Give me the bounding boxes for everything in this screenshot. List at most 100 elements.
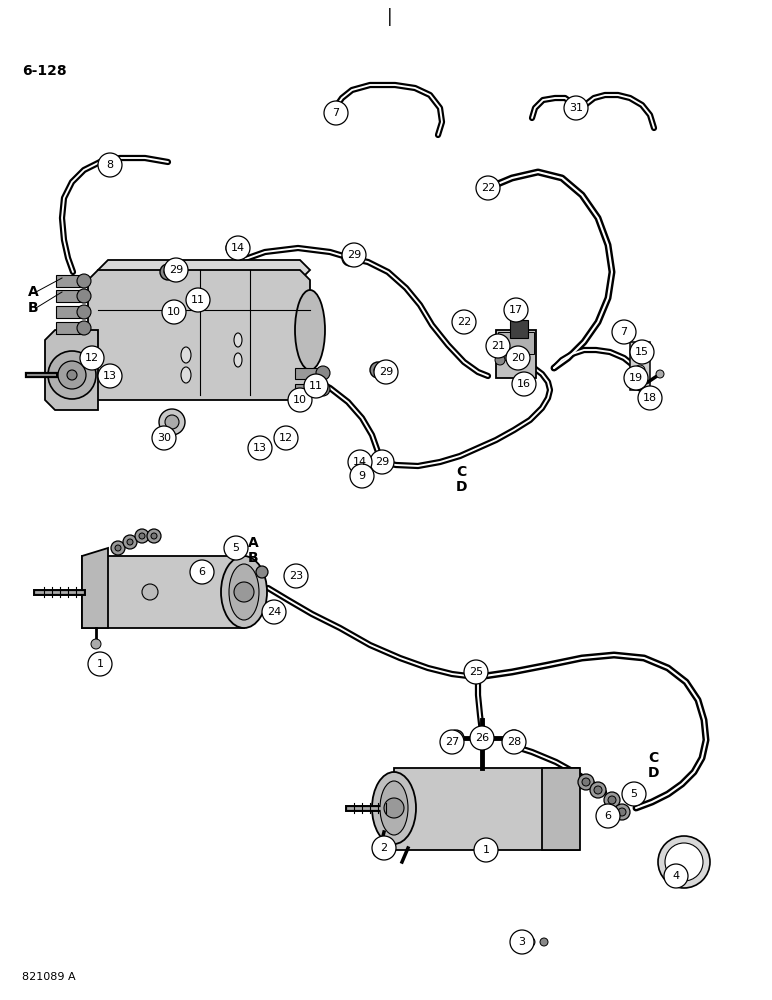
Text: 11: 11 <box>191 295 205 305</box>
Text: 29: 29 <box>347 250 361 260</box>
Circle shape <box>162 300 186 324</box>
Circle shape <box>342 243 366 267</box>
Text: 7: 7 <box>333 108 340 118</box>
Circle shape <box>474 730 490 746</box>
Text: 10: 10 <box>167 307 181 317</box>
Circle shape <box>622 782 646 806</box>
Circle shape <box>48 351 96 399</box>
Text: B: B <box>248 551 259 565</box>
Text: 21: 21 <box>491 341 505 351</box>
Circle shape <box>115 545 121 551</box>
Text: 13: 13 <box>253 443 267 453</box>
Text: D: D <box>456 480 468 494</box>
Text: 17: 17 <box>509 305 523 315</box>
Circle shape <box>510 734 518 742</box>
Text: 22: 22 <box>481 183 495 193</box>
Text: 18: 18 <box>643 393 657 403</box>
Circle shape <box>374 454 390 470</box>
Circle shape <box>476 176 500 200</box>
Circle shape <box>384 798 404 818</box>
Circle shape <box>638 386 662 410</box>
Circle shape <box>127 539 133 545</box>
Circle shape <box>67 370 77 380</box>
Ellipse shape <box>372 772 416 844</box>
Ellipse shape <box>658 836 710 888</box>
Circle shape <box>656 370 664 378</box>
Circle shape <box>304 374 328 398</box>
Circle shape <box>503 351 513 361</box>
Circle shape <box>373 847 383 857</box>
Circle shape <box>152 426 176 450</box>
Text: 29: 29 <box>379 367 393 377</box>
Circle shape <box>123 535 137 549</box>
Circle shape <box>274 426 298 450</box>
Polygon shape <box>88 270 310 400</box>
Ellipse shape <box>221 556 267 628</box>
Circle shape <box>284 564 308 588</box>
Ellipse shape <box>181 367 191 383</box>
Circle shape <box>135 529 149 543</box>
Text: C: C <box>456 465 466 479</box>
Circle shape <box>504 298 528 322</box>
Circle shape <box>608 796 616 804</box>
Text: 13: 13 <box>103 371 117 381</box>
Bar <box>56 275 84 287</box>
Circle shape <box>464 660 488 684</box>
Text: 25: 25 <box>469 667 483 677</box>
Circle shape <box>635 350 645 360</box>
Circle shape <box>350 464 374 488</box>
Circle shape <box>618 808 626 816</box>
Circle shape <box>256 566 268 578</box>
Circle shape <box>262 600 286 624</box>
Polygon shape <box>542 768 580 850</box>
Text: 24: 24 <box>267 607 281 617</box>
Text: 821089 A: 821089 A <box>22 972 76 982</box>
Circle shape <box>578 774 594 790</box>
Ellipse shape <box>234 333 242 347</box>
Text: D: D <box>648 766 659 780</box>
Circle shape <box>495 355 505 365</box>
Circle shape <box>604 792 620 808</box>
Ellipse shape <box>295 290 325 370</box>
Text: 11: 11 <box>309 381 323 391</box>
Circle shape <box>370 362 386 378</box>
Circle shape <box>77 274 91 288</box>
Circle shape <box>165 415 179 429</box>
Text: A: A <box>28 285 39 299</box>
Circle shape <box>77 305 91 319</box>
Text: 10: 10 <box>293 395 307 405</box>
Circle shape <box>506 730 522 746</box>
Circle shape <box>582 778 590 786</box>
Circle shape <box>664 864 688 888</box>
Circle shape <box>248 436 272 460</box>
Circle shape <box>159 409 185 435</box>
Circle shape <box>374 366 382 374</box>
Circle shape <box>525 937 535 947</box>
FancyBboxPatch shape <box>82 556 244 628</box>
Circle shape <box>440 730 464 754</box>
Text: 1: 1 <box>96 659 103 669</box>
Circle shape <box>316 382 330 396</box>
Circle shape <box>164 268 172 276</box>
Circle shape <box>324 101 348 125</box>
Circle shape <box>374 360 398 384</box>
Bar <box>496 330 536 378</box>
Circle shape <box>378 458 386 466</box>
Circle shape <box>512 372 536 396</box>
Text: 4: 4 <box>672 871 679 881</box>
Text: 15: 15 <box>635 347 649 357</box>
Bar <box>510 320 528 338</box>
Circle shape <box>590 782 606 798</box>
Text: 19: 19 <box>629 373 643 383</box>
Circle shape <box>98 153 122 177</box>
Circle shape <box>635 380 645 390</box>
Circle shape <box>342 250 358 266</box>
Text: 27: 27 <box>445 737 459 747</box>
Circle shape <box>478 734 486 742</box>
Circle shape <box>452 734 460 742</box>
Circle shape <box>452 310 476 334</box>
Circle shape <box>564 96 588 120</box>
Bar <box>630 342 650 390</box>
Polygon shape <box>82 548 108 628</box>
Circle shape <box>190 560 214 584</box>
